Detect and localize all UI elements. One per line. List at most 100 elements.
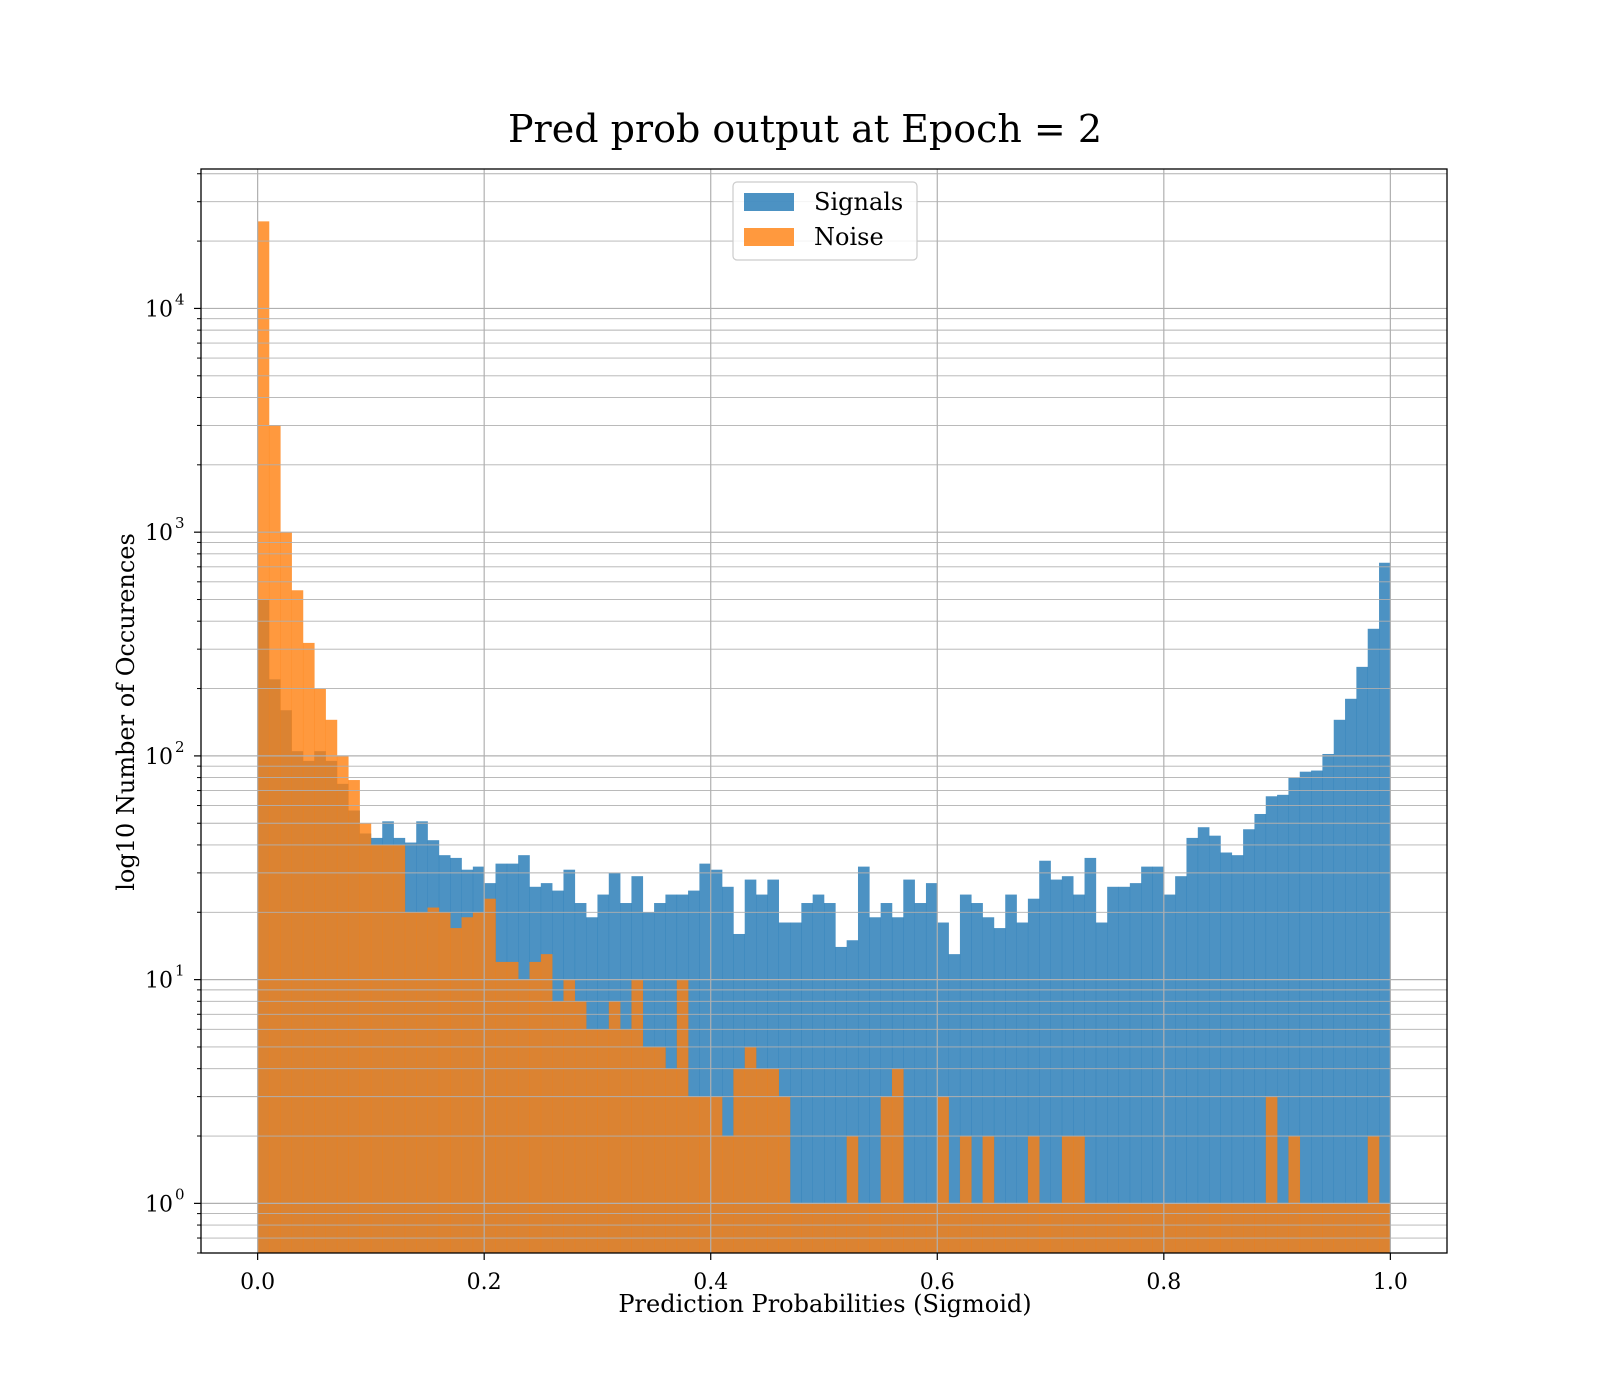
signals-bar — [1197, 827, 1210, 1253]
signals-bar — [1084, 857, 1097, 1253]
legend: Signals Noise — [732, 181, 918, 261]
signals-bar — [1299, 771, 1312, 1253]
noise-bar — [597, 1029, 610, 1253]
signals-bar — [824, 903, 836, 1253]
x-tick-label: 0.4 — [693, 1270, 728, 1295]
noise-bar — [1141, 1203, 1153, 1253]
signals-bar — [722, 886, 734, 1253]
noise-bar — [1084, 1203, 1097, 1253]
noise-bar — [925, 1203, 938, 1253]
noise-bar — [642, 1046, 655, 1253]
signals-bar — [925, 883, 938, 1253]
noise-bar — [1311, 1203, 1323, 1253]
signals-bar — [801, 903, 813, 1253]
noise-bar — [472, 912, 485, 1253]
noise-bar — [1039, 1203, 1051, 1253]
noise-bar — [336, 755, 349, 1253]
signals-bar — [1175, 876, 1187, 1253]
noise-bar — [869, 1203, 881, 1253]
noise-bar — [891, 1068, 904, 1253]
noise-bars — [257, 221, 1391, 1253]
noise-bar — [325, 719, 338, 1253]
noise-bar — [1163, 1203, 1176, 1253]
y-tick-exponent: 0 — [175, 1185, 185, 1203]
noise-bar — [846, 1136, 859, 1253]
signals-bar — [1163, 894, 1176, 1253]
noise-bar — [427, 907, 440, 1253]
noise-bar — [438, 912, 451, 1253]
signals-bar — [1265, 796, 1278, 1253]
noise-bar — [959, 1136, 972, 1253]
noise-bar — [1288, 1136, 1301, 1253]
signals-bar — [937, 922, 949, 1253]
noise-bar — [563, 979, 576, 1253]
noise-bar — [1186, 1203, 1199, 1253]
noise-bar — [1095, 1203, 1108, 1253]
signals-bar — [1005, 894, 1017, 1253]
noise-bar — [359, 823, 372, 1253]
signals-bar — [1220, 852, 1233, 1253]
axes-frame — [200, 168, 1448, 1254]
noise-bar — [1209, 1203, 1221, 1253]
signals-bar — [1061, 876, 1074, 1253]
noise-bar — [1152, 1203, 1165, 1253]
noise-bar — [699, 1096, 712, 1253]
noise-bar — [1016, 1203, 1029, 1253]
signals-bar — [1345, 698, 1357, 1253]
signals-bar — [1107, 886, 1119, 1253]
noise-bar — [608, 1001, 621, 1253]
noise-bar — [835, 1203, 847, 1253]
noise-bar — [790, 1203, 802, 1253]
noise-bar — [631, 979, 644, 1253]
noise-bar — [529, 961, 542, 1253]
noise-bar — [767, 1068, 779, 1253]
noise-bar — [993, 1203, 1006, 1253]
signals-bar — [982, 917, 995, 1253]
noise-bar — [291, 590, 304, 1253]
noise-bar — [257, 221, 270, 1253]
noise-bar — [722, 1136, 734, 1253]
signals-bar — [1027, 898, 1040, 1253]
noise-bar — [484, 898, 496, 1253]
noise-bar — [280, 532, 292, 1253]
noise-bar — [1175, 1203, 1187, 1253]
noise-bar — [1379, 1203, 1391, 1253]
signals-bar — [1016, 922, 1029, 1253]
signals-bar — [880, 903, 893, 1253]
legend-swatch-noise — [744, 228, 794, 246]
noise-bar — [801, 1203, 813, 1253]
noise-bar — [971, 1203, 983, 1253]
noise-bar — [1277, 1203, 1289, 1253]
noise-bar — [1005, 1203, 1017, 1253]
noise-bar — [620, 1029, 632, 1253]
noise-bar — [733, 1068, 746, 1253]
grid-lines — [201, 169, 1447, 1254]
signals-bar — [812, 894, 825, 1253]
signals-bar — [1152, 866, 1165, 1253]
noise-bar — [982, 1136, 995, 1253]
noise-bar — [1231, 1203, 1244, 1253]
noise-bar — [1333, 1203, 1346, 1253]
signals-bar — [869, 917, 881, 1253]
noise-bar — [812, 1203, 825, 1253]
noise-bar — [688, 1096, 700, 1253]
y-tick-label: 10 — [145, 1192, 173, 1217]
y-tick-exponent: 1 — [175, 962, 185, 980]
y-tick-label: 10 — [145, 745, 173, 770]
noise-bar — [416, 912, 428, 1253]
noise-bar — [744, 1046, 757, 1253]
signals-bar — [914, 903, 927, 1253]
noise-bar — [370, 844, 383, 1253]
noise-bar — [1265, 1096, 1278, 1253]
noise-bar — [1073, 1136, 1085, 1253]
signals-bar — [1050, 879, 1063, 1253]
signals-bar — [903, 879, 915, 1253]
noise-bar — [1027, 1136, 1040, 1253]
y-tick-exponent: 3 — [175, 514, 185, 532]
y-tick-exponent: 2 — [175, 738, 185, 756]
noise-bar — [1061, 1136, 1074, 1253]
noise-bar — [574, 1001, 587, 1253]
signals-bar — [1129, 883, 1142, 1253]
